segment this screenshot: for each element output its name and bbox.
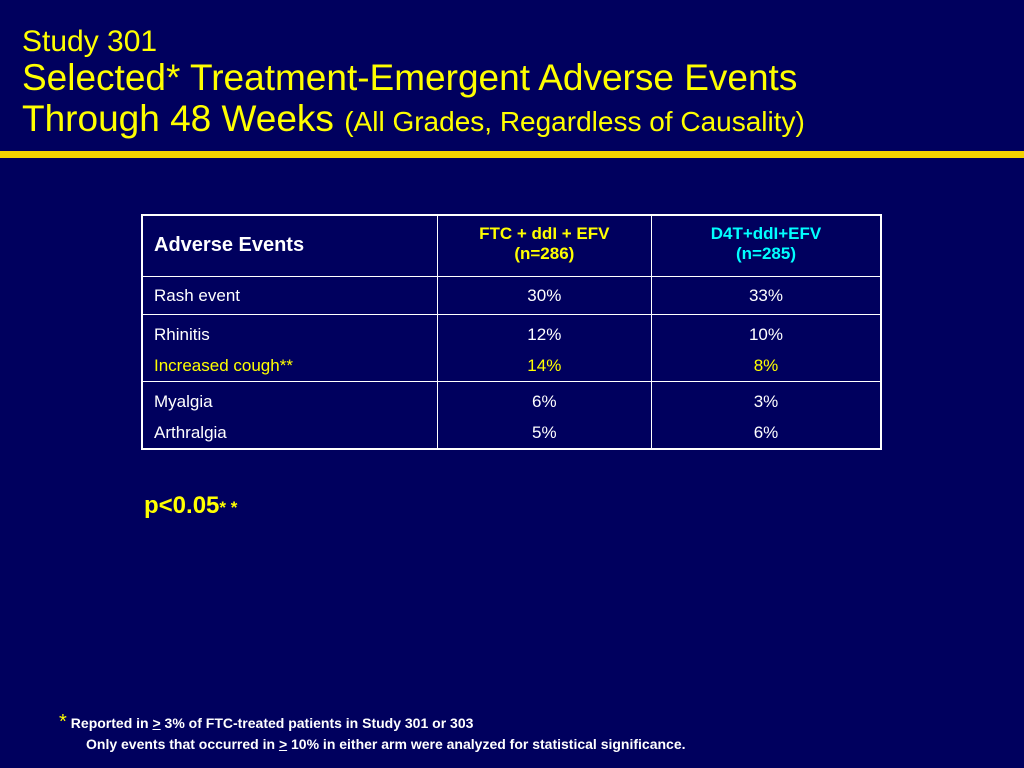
table-row: Myalgia Arthralgia 6% 5% 3% 6% bbox=[141, 380, 882, 449]
footnote-asterisk: * bbox=[59, 711, 67, 733]
value-rhinitis-d4t: 10% bbox=[748, 324, 783, 344]
adverse-events-table: Adverse Events FTC + ddI + EFV (n=286) D… bbox=[141, 214, 882, 450]
title-weeks-subtitle: (All Grades, Regardless of Causality) bbox=[344, 106, 805, 137]
header-arm-d4t: D4T+ddI+EFV (n=285) bbox=[650, 214, 882, 277]
arm1-cell: 12% 14% bbox=[436, 313, 652, 382]
event-myalgia: Myalgia bbox=[154, 391, 213, 411]
arm2-cell: 3% 6% bbox=[650, 380, 882, 449]
title-study: Study 301 bbox=[22, 25, 158, 58]
header-arm-ftc-name: FTC + ddI + EFV bbox=[479, 224, 610, 243]
footnote-line1-post: 3% of FTC-treated patients in Study 301 … bbox=[160, 715, 474, 731]
footnote-line2-post: 10% in either arm were analyzed for stat… bbox=[287, 736, 686, 752]
value-rash-ftc: 30% bbox=[527, 285, 562, 305]
table-header-row: Adverse Events FTC + ddI + EFV (n=286) D… bbox=[141, 214, 882, 277]
event-cell: Rash event bbox=[141, 275, 438, 315]
table-row: Rash event 30% 33% bbox=[141, 275, 882, 315]
arm1-cell: 30% bbox=[436, 275, 652, 315]
event-cell: Myalgia Arthralgia bbox=[141, 380, 438, 449]
event-rhinitis: Rhinitis bbox=[154, 324, 210, 344]
footnote-line2-ge: > bbox=[278, 736, 288, 752]
arm2-cell: 33% bbox=[650, 275, 882, 315]
footnote-line1-ge: > bbox=[152, 715, 161, 731]
value-cough-d4t: 8% bbox=[753, 355, 779, 375]
event-rash: Rash event bbox=[154, 285, 240, 305]
footnote-line1-pre: Reported in bbox=[70, 715, 153, 731]
value-arthralgia-d4t: 6% bbox=[753, 422, 779, 442]
value-rhinitis-ftc: 12% bbox=[527, 324, 562, 344]
event-arthralgia: Arthralgia bbox=[154, 422, 227, 442]
footnote-line2: Only events that occurred in > 10% in ei… bbox=[59, 735, 686, 753]
value-arthralgia-ftc: 5% bbox=[532, 422, 557, 442]
header-arm-d4t-name: D4T+ddI+EFV bbox=[710, 224, 822, 243]
value-cough-ftc: 14% bbox=[527, 355, 562, 375]
p-value-note: p<0.05* * bbox=[144, 492, 237, 520]
title-weeks: Through 48 Weeks (All Grades, Regardless… bbox=[22, 98, 1012, 143]
header-arm-ftc-n: (n=286) bbox=[514, 244, 575, 263]
header-arm-d4t-n: (n=285) bbox=[735, 244, 796, 263]
event-increased-cough: Increased cough** bbox=[154, 355, 293, 375]
arm1-cell: 6% 5% bbox=[436, 380, 652, 449]
header-adverse-events: Adverse Events bbox=[141, 214, 438, 277]
slide-title: Study 301 Selected* Treatment-Emergent A… bbox=[22, 26, 1012, 143]
p-value-stars: * * bbox=[219, 498, 238, 517]
event-cell: Rhinitis Increased cough** bbox=[141, 313, 438, 382]
value-myalgia-ftc: 6% bbox=[532, 391, 557, 411]
header-arm-ftc: FTC + ddI + EFV (n=286) bbox=[436, 214, 652, 277]
footnote-line2-pre: Only events that occurred in bbox=[86, 736, 279, 752]
table-row: Rhinitis Increased cough** 12% 14% 10% 8… bbox=[141, 313, 882, 382]
value-myalgia-d4t: 3% bbox=[753, 391, 779, 411]
title-main: Selected* Treatment-Emergent Adverse Eve… bbox=[22, 57, 798, 98]
title-weeks-main: Through 48 Weeks bbox=[22, 98, 334, 139]
p-value-text: p<0.05 bbox=[144, 492, 220, 519]
footnote: * Reported in > 3% of FTC-treated patient… bbox=[59, 710, 686, 753]
title-divider bbox=[0, 151, 1024, 158]
arm2-cell: 10% 8% bbox=[650, 313, 882, 382]
value-rash-d4t: 33% bbox=[748, 285, 783, 305]
